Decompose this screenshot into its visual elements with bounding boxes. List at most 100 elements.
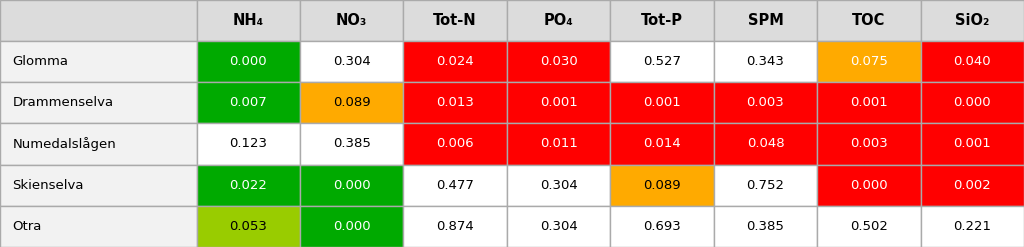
Text: TOC: TOC bbox=[852, 13, 886, 28]
Bar bbox=[817, 0, 921, 41]
Bar bbox=[507, 0, 610, 41]
Text: 0.002: 0.002 bbox=[953, 179, 991, 192]
Bar bbox=[507, 82, 610, 123]
Text: Glomma: Glomma bbox=[12, 55, 69, 68]
Bar bbox=[714, 0, 817, 41]
Bar bbox=[714, 206, 817, 247]
Bar bbox=[0, 82, 197, 123]
Text: 0.024: 0.024 bbox=[436, 55, 474, 68]
Bar bbox=[817, 82, 921, 123]
Bar bbox=[403, 123, 507, 165]
Bar bbox=[507, 165, 610, 206]
Bar bbox=[300, 82, 403, 123]
Text: 0.502: 0.502 bbox=[850, 220, 888, 233]
Text: 0.000: 0.000 bbox=[953, 96, 991, 109]
Text: 0.022: 0.022 bbox=[229, 179, 267, 192]
Text: 0.123: 0.123 bbox=[229, 137, 267, 150]
Bar bbox=[197, 82, 300, 123]
Bar bbox=[714, 82, 817, 123]
Text: 0.385: 0.385 bbox=[746, 220, 784, 233]
Bar bbox=[817, 41, 921, 82]
Text: 0.089: 0.089 bbox=[643, 179, 681, 192]
Text: Tot-N: Tot-N bbox=[433, 13, 477, 28]
Text: 0.304: 0.304 bbox=[540, 220, 578, 233]
Text: 0.343: 0.343 bbox=[746, 55, 784, 68]
Text: 0.003: 0.003 bbox=[746, 96, 784, 109]
Text: 0.075: 0.075 bbox=[850, 55, 888, 68]
Bar bbox=[610, 165, 714, 206]
Bar bbox=[610, 0, 714, 41]
Bar bbox=[403, 41, 507, 82]
Text: 0.000: 0.000 bbox=[229, 55, 267, 68]
Text: 0.385: 0.385 bbox=[333, 137, 371, 150]
Text: 0.030: 0.030 bbox=[540, 55, 578, 68]
Bar bbox=[921, 206, 1024, 247]
Text: 0.011: 0.011 bbox=[540, 137, 578, 150]
Text: 0.527: 0.527 bbox=[643, 55, 681, 68]
Text: 0.006: 0.006 bbox=[436, 137, 474, 150]
Text: 0.003: 0.003 bbox=[850, 137, 888, 150]
Bar bbox=[403, 0, 507, 41]
Bar bbox=[0, 41, 197, 82]
Text: Numedalslågen: Numedalslågen bbox=[12, 137, 116, 151]
Text: Drammenselva: Drammenselva bbox=[12, 96, 114, 109]
Bar bbox=[507, 206, 610, 247]
Text: SPM: SPM bbox=[748, 13, 783, 28]
Bar bbox=[610, 123, 714, 165]
Bar bbox=[197, 206, 300, 247]
Bar bbox=[817, 123, 921, 165]
Text: 0.477: 0.477 bbox=[436, 179, 474, 192]
Text: 0.001: 0.001 bbox=[953, 137, 991, 150]
Bar bbox=[403, 82, 507, 123]
Bar bbox=[403, 165, 507, 206]
Bar bbox=[921, 123, 1024, 165]
Bar bbox=[817, 165, 921, 206]
Bar bbox=[197, 123, 300, 165]
Bar bbox=[610, 41, 714, 82]
Bar bbox=[714, 123, 817, 165]
Bar bbox=[714, 165, 817, 206]
Text: 0.000: 0.000 bbox=[333, 179, 371, 192]
Text: 0.089: 0.089 bbox=[333, 96, 371, 109]
Text: 0.874: 0.874 bbox=[436, 220, 474, 233]
Bar bbox=[403, 206, 507, 247]
Bar bbox=[507, 123, 610, 165]
Text: 0.001: 0.001 bbox=[540, 96, 578, 109]
Bar bbox=[197, 0, 300, 41]
Text: 0.752: 0.752 bbox=[746, 179, 784, 192]
Bar bbox=[197, 41, 300, 82]
Bar bbox=[300, 0, 403, 41]
Bar bbox=[921, 165, 1024, 206]
Bar bbox=[610, 82, 714, 123]
Text: 0.001: 0.001 bbox=[850, 96, 888, 109]
Text: NH₄: NH₄ bbox=[232, 13, 264, 28]
Text: 0.000: 0.000 bbox=[850, 179, 888, 192]
Text: 0.014: 0.014 bbox=[643, 137, 681, 150]
Bar bbox=[300, 123, 403, 165]
Text: Skienselva: Skienselva bbox=[12, 179, 84, 192]
Text: Tot-P: Tot-P bbox=[641, 13, 683, 28]
Bar bbox=[300, 165, 403, 206]
Text: 0.053: 0.053 bbox=[229, 220, 267, 233]
Text: 0.304: 0.304 bbox=[540, 179, 578, 192]
Bar bbox=[0, 165, 197, 206]
Bar bbox=[0, 206, 197, 247]
Bar bbox=[921, 82, 1024, 123]
Text: PO₄: PO₄ bbox=[544, 13, 573, 28]
Bar bbox=[197, 165, 300, 206]
Text: 0.693: 0.693 bbox=[643, 220, 681, 233]
Bar bbox=[300, 41, 403, 82]
Bar bbox=[714, 41, 817, 82]
Text: 0.013: 0.013 bbox=[436, 96, 474, 109]
Bar bbox=[921, 0, 1024, 41]
Bar bbox=[0, 0, 197, 41]
Text: 0.040: 0.040 bbox=[953, 55, 991, 68]
Bar bbox=[300, 206, 403, 247]
Text: 0.221: 0.221 bbox=[953, 220, 991, 233]
Bar bbox=[817, 206, 921, 247]
Text: NO₃: NO₃ bbox=[336, 13, 368, 28]
Text: 0.304: 0.304 bbox=[333, 55, 371, 68]
Bar bbox=[507, 41, 610, 82]
Bar bbox=[610, 206, 714, 247]
Text: Otra: Otra bbox=[12, 220, 42, 233]
